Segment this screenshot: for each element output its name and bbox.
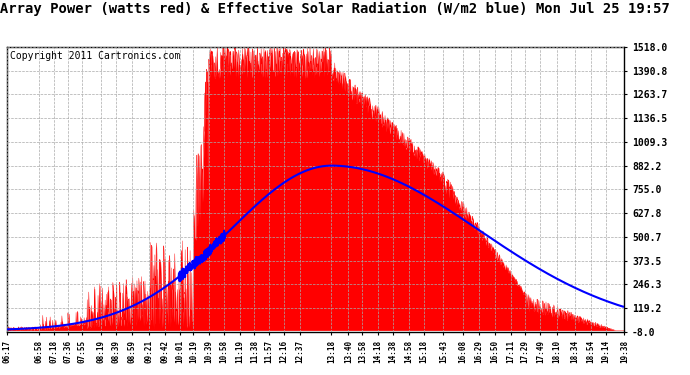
Text: Copyright 2011 Cartronics.com: Copyright 2011 Cartronics.com bbox=[10, 51, 180, 61]
Text: West Array Power (watts red) & Effective Solar Radiation (W/m2 blue) Mon Jul 25 : West Array Power (watts red) & Effective… bbox=[0, 2, 670, 16]
